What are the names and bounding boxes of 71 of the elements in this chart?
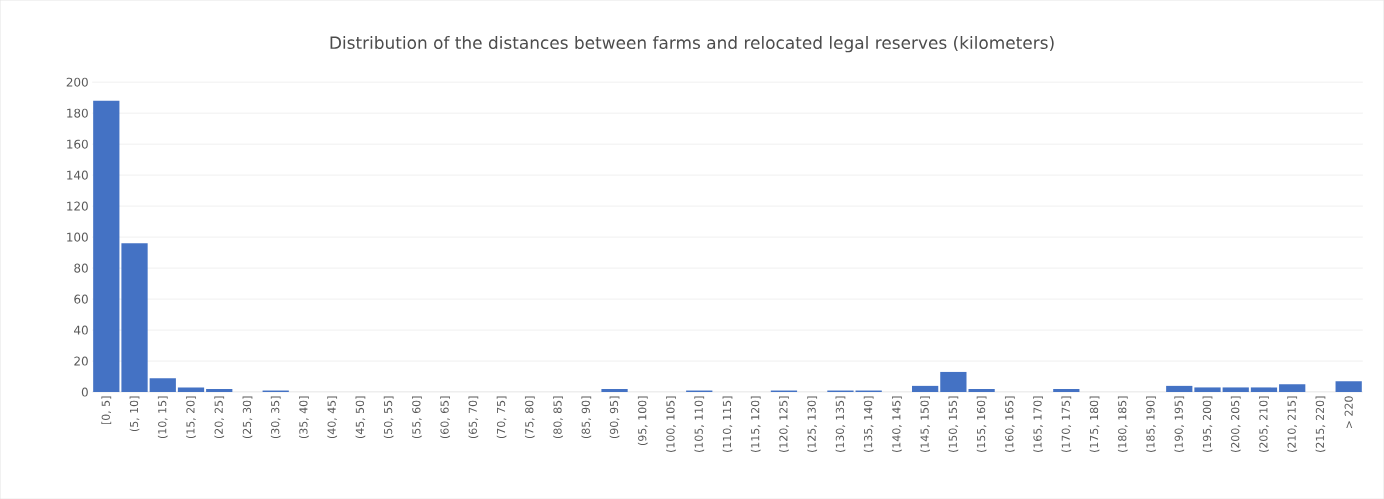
x-tick-label: (215, 220] [1315,396,1326,452]
x-tick-label: (170, 175] [1061,396,1072,452]
x-tick-label: (45, 50] [355,396,366,438]
chart-title: Distribution of the distances between farms and relocated legal reserves (kilometers) [330,35,1054,53]
x-tick-label: (90, 95] [609,396,620,438]
x-tick-label: (5, 10] [129,396,140,431]
x-tick-label: (85, 90] [581,396,592,438]
x-tick-label: (145, 150] [920,396,931,452]
y-tick-label: 140 [67,170,88,180]
y-tick-label: 20 [74,356,88,366]
x-tick-label: (200, 205] [1230,396,1241,452]
bar [121,243,148,392]
x-tick-label: (80, 85] [553,396,563,438]
y-tick-label: 100 [67,232,88,242]
x-tick-label: (120, 125] [779,396,789,452]
y-tick-label: 160 [67,139,88,149]
y-tick-label: 40 [74,325,88,335]
x-tick-label: (130, 135] [835,396,846,452]
x-tick-label: (205, 210] [1259,396,1269,452]
x-tick-label: (210, 215] [1287,396,1298,452]
x-tick-label: (35, 40] [299,396,309,438]
x-tick-label: (25, 30] [242,396,253,438]
bar [1053,388,1080,392]
bar [1194,387,1221,392]
x-tick-label: (160, 165] [1004,396,1015,452]
y-tick-label: 0 [81,387,88,397]
bar [1166,385,1193,392]
x-tick-label: (65, 70] [468,396,479,438]
x-tick-label: (75, 80] [524,396,535,438]
x-tick-label: (20, 25] [214,396,225,438]
x-tick-label: (135, 140] [863,396,874,452]
bar [206,388,233,392]
bar [1279,384,1306,392]
x-tick-label: (95, 100] [637,396,648,445]
x-tick-label: (50, 55] [383,396,394,438]
bar [1250,387,1278,392]
x-tick-label: (55, 60] [412,396,422,438]
x-tick-label: (140, 145] [892,396,902,452]
x-tick-label: (150, 155] [948,396,959,452]
x-tick-label: (190, 195] [1174,396,1185,452]
x-tick-label: (185, 190] [1146,396,1156,452]
x-tick-label: (100, 105] [666,396,676,452]
bar [93,100,120,392]
x-tick-label: (155, 160] [976,396,987,452]
y-tick-label: 120 [67,201,88,211]
bar [912,385,939,392]
x-tick-label: (110, 115] [722,396,733,452]
bar [1335,381,1362,392]
x-tick-label: (60, 65] [440,396,450,438]
y-tick-label: 60 [74,294,88,304]
x-tick-label: (195, 200] [1202,396,1213,452]
x-tick-label: (40, 45] [327,396,338,438]
x-tick-label: (10, 15] [157,396,168,438]
y-tick-label: 80 [74,263,88,273]
y-tick-label: 200 [66,77,88,87]
x-tick-label: (115, 120] [750,396,761,452]
x-tick-label: (30, 35] [270,396,281,438]
bar [1222,387,1249,392]
x-tick-label: [0, 5] [101,396,112,424]
bar [601,388,628,392]
bar [149,378,176,392]
x-tick-label: (15, 20] [186,396,196,438]
x-tick-label: > 220 [1344,396,1353,428]
y-tick-label: 180 [67,108,88,118]
bar [177,387,205,392]
x-tick-label: (105, 110] [694,396,705,452]
x-tick-label: (175, 180] [1089,396,1100,452]
x-tick-label: (70, 75] [496,396,507,438]
x-tick-label: (165, 170] [1033,396,1043,452]
x-tick-label: (125, 130] [807,396,818,452]
x-tick-label: (180, 185] [1117,396,1128,452]
